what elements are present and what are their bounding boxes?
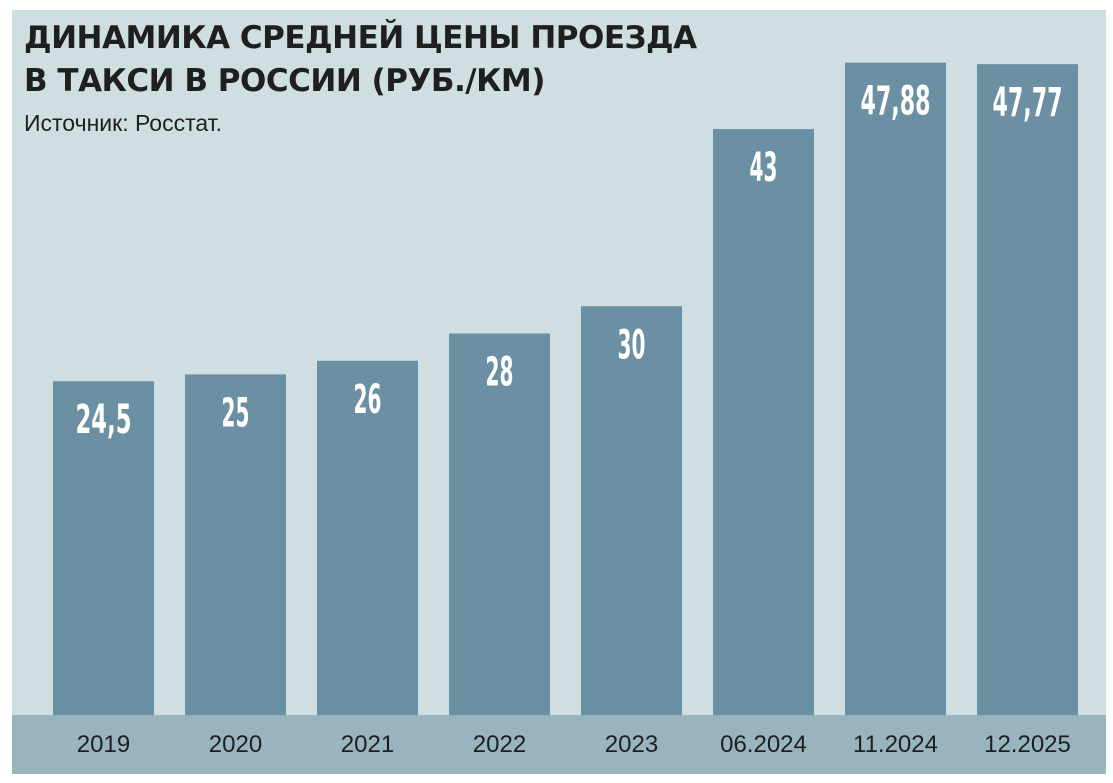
x-tick-label: 11.2024 (853, 731, 938, 758)
bar-06.2024 (713, 129, 814, 715)
bar-2021 (317, 360, 418, 715)
x-tick-label: 12.2025 (984, 731, 1071, 758)
bar-2023 (581, 306, 682, 715)
bar-value-label: 30 (618, 322, 646, 368)
bar-value-label: 28 (486, 350, 514, 396)
bar-value-label: 47,88 (861, 79, 931, 125)
x-tick-label: 2019 (77, 731, 130, 758)
bar-2022 (449, 333, 550, 715)
x-tick-label: 06.2024 (720, 731, 807, 758)
bar-12.2025 (977, 64, 1078, 716)
x-tick-label: 2022 (473, 731, 526, 758)
bar-value-label: 24,5 (76, 397, 132, 443)
chart-title-line-1: ДИНАМИКА СРЕДНЕЙ ЦЕНЫ ПРОЕЗДА (24, 20, 697, 56)
chart-source-note: Источник: Росстат. (24, 110, 223, 136)
bar-2020 (185, 374, 286, 715)
bar-value-label: 25 (222, 390, 250, 436)
bar-value-label: 26 (354, 377, 382, 423)
bar-value-label: 43 (750, 145, 778, 191)
bars-plot: 24,5 2019 25 2020 26 2021 28 2022 30 2023 43 06.202… (53, 62, 1078, 758)
x-tick-label: 2023 (605, 731, 658, 758)
bar-2019 (53, 381, 154, 715)
x-tick-label: 2021 (341, 731, 394, 758)
x-axis-band (12, 715, 1106, 774)
bar-11.2024 (845, 62, 946, 715)
bar-value-label: 47,77 (993, 80, 1063, 126)
chart-title-line-2: В ТАКСИ В РОССИИ (РУБ./КМ) (24, 63, 545, 99)
x-tick-label: 2020 (209, 731, 262, 758)
chart-area: 24,5 2019 25 2020 26 2021 28 2022 30 2023 43 06.202… (12, 10, 1106, 774)
